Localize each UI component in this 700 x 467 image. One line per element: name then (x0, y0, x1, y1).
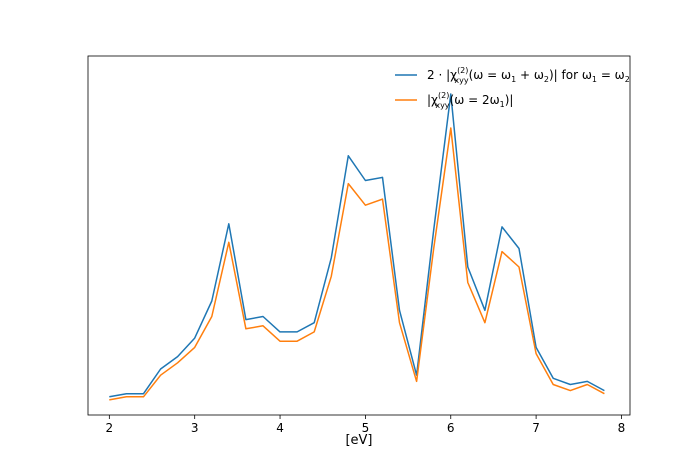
series-layer (109, 93, 605, 401)
plot-area (87, 55, 631, 416)
x-tick-label: 7 (532, 421, 540, 435)
series-line-1 (109, 93, 605, 398)
x-tick-label: 3 (191, 421, 199, 435)
x-tick-label: 8 (618, 421, 626, 435)
x-axis-ticks: 2 3 4 5 6 7 8 (106, 415, 626, 435)
legend: 2 · |χ(2) xyy(ω = ω1 + ω2)| for ω1 = ω2 |… (395, 66, 630, 110)
x-tick-label: 5 (362, 421, 370, 435)
series-line-2 (109, 127, 605, 401)
x-axis-label: [eV] (345, 433, 372, 448)
x-tick-label: 2 (106, 421, 114, 435)
legend-label-series-1: 2 · |χ(2) xyy(ω = ω1 + ω2)| for ω1 = ω2 (427, 66, 630, 85)
legend-label-series-2: |χ(2) xyy(ω = 2ω1)| (427, 91, 513, 110)
x-tick-label: 6 (447, 421, 455, 435)
x-tick-label: 4 (276, 421, 284, 435)
